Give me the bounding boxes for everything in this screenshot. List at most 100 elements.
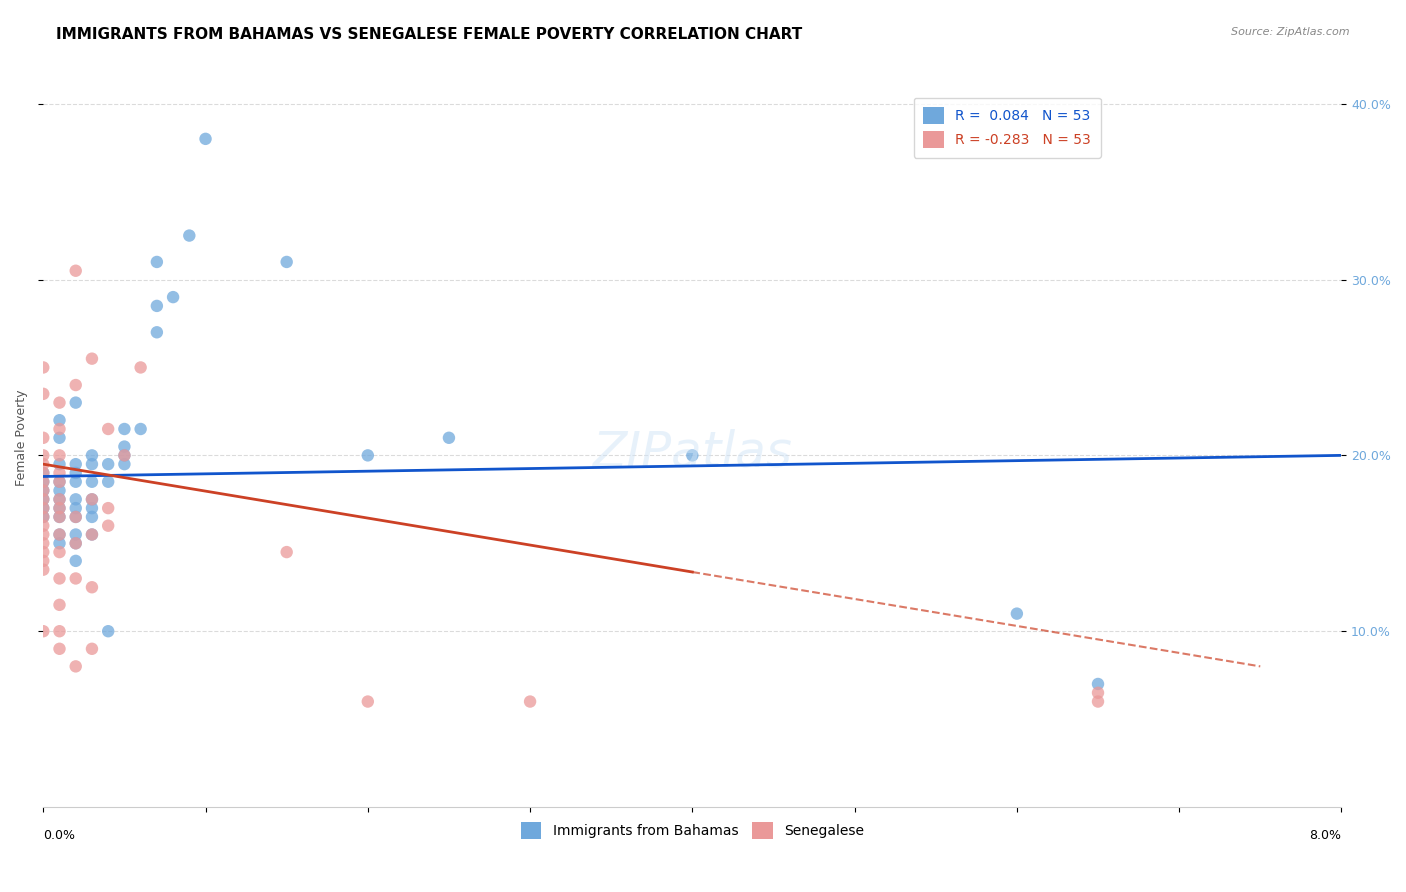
Point <box>48 510 70 524</box>
Y-axis label: Female Poverty: Female Poverty <box>15 390 28 486</box>
Point <box>112 457 135 471</box>
Point <box>1087 686 1109 700</box>
Point <box>162 290 184 304</box>
Point <box>276 255 298 269</box>
Point <box>48 501 70 516</box>
Point <box>112 422 135 436</box>
Point <box>48 449 70 463</box>
Point <box>32 475 55 489</box>
Point <box>65 571 87 585</box>
Point <box>80 641 103 656</box>
Point <box>32 492 55 507</box>
Point <box>65 457 87 471</box>
Point <box>112 449 135 463</box>
Point <box>32 466 55 480</box>
Point <box>65 510 87 524</box>
Point <box>48 422 70 436</box>
Point <box>80 492 103 507</box>
Point <box>65 501 87 516</box>
Point <box>48 457 70 471</box>
Point <box>32 483 55 498</box>
Point <box>32 431 55 445</box>
Point <box>48 475 70 489</box>
Point <box>65 659 87 673</box>
Point <box>48 492 70 507</box>
Point <box>80 527 103 541</box>
Point <box>80 492 103 507</box>
Text: 0.0%: 0.0% <box>44 830 76 842</box>
Point <box>48 545 70 559</box>
Point <box>357 449 380 463</box>
Point <box>276 545 298 559</box>
Point <box>80 527 103 541</box>
Text: IMMIGRANTS FROM BAHAMAS VS SENEGALESE FEMALE POVERTY CORRELATION CHART: IMMIGRANTS FROM BAHAMAS VS SENEGALESE FE… <box>56 27 803 42</box>
Point <box>80 457 103 471</box>
Point <box>65 378 87 392</box>
Text: Source: ZipAtlas.com: Source: ZipAtlas.com <box>1232 27 1350 37</box>
Point <box>32 449 55 463</box>
Point <box>32 536 55 550</box>
Point <box>519 694 541 708</box>
Point <box>32 527 55 541</box>
Legend: Immigrants from Bahamas, Senegalese: Immigrants from Bahamas, Senegalese <box>515 816 869 845</box>
Point <box>97 518 120 533</box>
Point <box>32 554 55 568</box>
Point <box>65 536 87 550</box>
Point <box>48 536 70 550</box>
Point <box>48 492 70 507</box>
Point <box>80 351 103 366</box>
Text: 8.0%: 8.0% <box>1309 830 1341 842</box>
Point <box>65 395 87 409</box>
Point <box>32 510 55 524</box>
Point <box>48 510 70 524</box>
Point <box>65 554 87 568</box>
Point <box>80 501 103 516</box>
Point <box>129 422 152 436</box>
Point <box>146 326 169 340</box>
Point <box>32 501 55 516</box>
Point <box>48 395 70 409</box>
Point <box>1087 694 1109 708</box>
Point <box>65 536 87 550</box>
Point <box>80 580 103 594</box>
Point <box>32 466 55 480</box>
Point <box>65 475 87 489</box>
Point <box>48 641 70 656</box>
Point <box>179 228 201 243</box>
Point <box>80 475 103 489</box>
Point <box>48 598 70 612</box>
Point <box>97 422 120 436</box>
Point <box>32 457 55 471</box>
Point <box>32 387 55 401</box>
Point <box>65 264 87 278</box>
Point <box>32 475 55 489</box>
Point <box>32 492 55 507</box>
Point <box>65 527 87 541</box>
Point <box>48 475 70 489</box>
Point <box>48 431 70 445</box>
Point <box>112 440 135 454</box>
Point <box>681 449 703 463</box>
Point <box>48 466 70 480</box>
Point <box>32 563 55 577</box>
Point <box>32 360 55 375</box>
Point <box>32 510 55 524</box>
Point <box>48 483 70 498</box>
Point <box>112 449 135 463</box>
Point <box>48 501 70 516</box>
Point <box>65 466 87 480</box>
Point <box>65 510 87 524</box>
Point <box>48 527 70 541</box>
Point <box>97 624 120 639</box>
Point <box>32 545 55 559</box>
Point <box>48 624 70 639</box>
Point <box>437 431 460 445</box>
Text: ZIPatlas: ZIPatlas <box>592 428 792 476</box>
Point <box>32 518 55 533</box>
Point <box>32 501 55 516</box>
Point <box>97 457 120 471</box>
Point <box>48 571 70 585</box>
Point <box>48 527 70 541</box>
Point <box>65 492 87 507</box>
Point <box>32 483 55 498</box>
